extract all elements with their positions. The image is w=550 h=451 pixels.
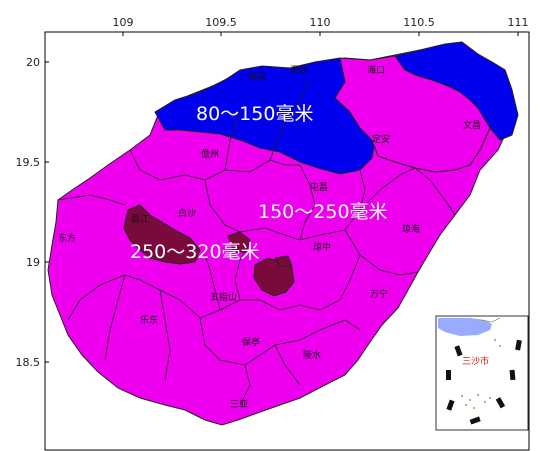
inset-label: 三沙市 bbox=[462, 355, 489, 367]
rain-band-250-320 bbox=[227, 231, 251, 253]
city-label: 东方 bbox=[58, 232, 76, 244]
city-label: 临高 bbox=[248, 70, 266, 82]
y-tick-label: 18.5 bbox=[16, 356, 41, 369]
city-label: 陵水 bbox=[303, 349, 321, 361]
y-tick-label: 19 bbox=[26, 256, 40, 269]
city-label: 澄迈 bbox=[290, 64, 308, 76]
city-label: 三亚 bbox=[230, 399, 248, 410]
x-axis: 109 109.5 110 110.5 111 bbox=[113, 16, 529, 36]
inset-mainland bbox=[438, 318, 492, 336]
city-label: 海口 bbox=[367, 64, 385, 76]
city-label: 儋州 bbox=[201, 148, 219, 160]
band-label-80-150: 80～150毫米 bbox=[196, 103, 313, 125]
rain-band-250-320 bbox=[253, 257, 295, 297]
city-label: 白沙 bbox=[178, 207, 196, 219]
inset-islands bbox=[461, 339, 501, 409]
y-tick-label: 19.5 bbox=[16, 156, 41, 169]
rain-band-150-250 bbox=[334, 55, 491, 173]
city-label: 万宁 bbox=[370, 288, 388, 300]
county-boundaries bbox=[57, 79, 456, 406]
city-label: 乐东 bbox=[140, 314, 158, 326]
city-label: 定安 bbox=[372, 133, 390, 145]
city-label: 琼中 bbox=[313, 241, 331, 253]
band-label-150-250: 150～250毫米 bbox=[258, 201, 388, 223]
city-label: 琼海 bbox=[402, 223, 420, 235]
rain-band-250-320 bbox=[274, 255, 293, 267]
inset-coast bbox=[479, 317, 501, 323]
x-tick-label: 109 bbox=[113, 16, 134, 29]
band-label-250-320: 250～320毫米 bbox=[130, 241, 260, 263]
city-label: 保亭 bbox=[242, 336, 260, 348]
x-tick-label: 110 bbox=[310, 16, 331, 29]
city-labels: 临高 澄迈 海口 文昌 儋州 定安 屯昌 琼海 白沙 昌江 东方 琼中 五指山 … bbox=[58, 64, 481, 410]
x-tick-label: 109.5 bbox=[205, 16, 237, 29]
city-label: 五指山 bbox=[210, 291, 237, 303]
inset-dash-line bbox=[446, 339, 522, 425]
x-tick-label: 110.5 bbox=[403, 16, 435, 29]
rain-band-250-320 bbox=[123, 204, 201, 265]
y-axis: 20 19.5 19 18.5 bbox=[16, 56, 49, 369]
x-tick-label: 111 bbox=[508, 16, 529, 29]
y-tick-label: 20 bbox=[26, 56, 40, 69]
inset-map: 三沙市 bbox=[435, 315, 529, 431]
city-label: 屯昌 bbox=[310, 181, 328, 193]
city-label: 昌江 bbox=[131, 214, 149, 225]
city-label: 文昌 bbox=[463, 119, 481, 131]
